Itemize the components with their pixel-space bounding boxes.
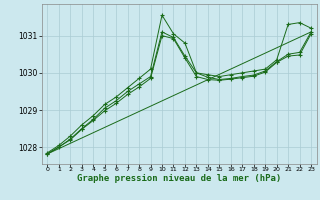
X-axis label: Graphe pression niveau de la mer (hPa): Graphe pression niveau de la mer (hPa) (77, 174, 281, 183)
